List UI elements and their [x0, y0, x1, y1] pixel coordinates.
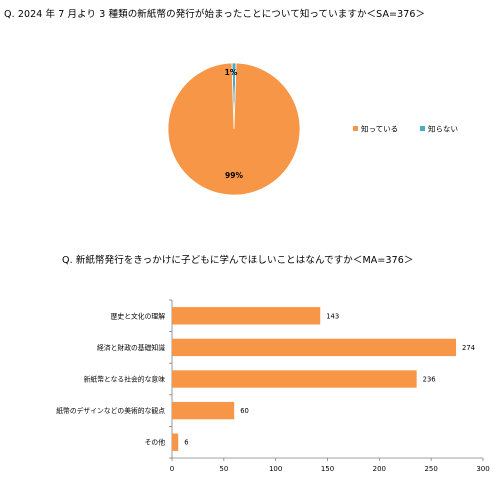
bar [172, 338, 457, 357]
legend-know-swatch [353, 126, 358, 131]
bar [172, 433, 179, 451]
value-label: 236 [423, 376, 436, 384]
x-tick-label: 150 [321, 465, 334, 473]
x-tick-label: 250 [424, 465, 437, 473]
value-label: 274 [462, 344, 475, 352]
pie-slice-know [167, 62, 301, 196]
category-label: 歴史と文化の理解 [111, 311, 166, 320]
legend-dont-know-label: 知らない [428, 124, 458, 134]
bar [172, 307, 321, 325]
x-tick-label: 200 [373, 465, 386, 473]
value-label: 6 [184, 439, 188, 447]
pie-label-know: 99% [225, 171, 243, 180]
category-label: 経済と財政の基礎知識 [97, 343, 165, 352]
x-tick-label: 0 [170, 465, 174, 473]
x-tick-label: 100 [269, 465, 282, 473]
bar-chart-title: Q. 新紙幣発行をきっかけに子どもに学んでほしいことはなんですか＜MA=376＞ [62, 255, 414, 266]
pie-label-dont-know: 1% [225, 68, 238, 77]
legend-dont-know-swatch [420, 126, 425, 131]
value-label: 143 [326, 312, 339, 320]
bar [172, 401, 235, 420]
x-tick-label: 300 [476, 465, 489, 473]
x-tick-label: 50 [219, 465, 228, 473]
category-label: その他 [145, 438, 166, 447]
category-label: 紙幣のデザインなどの美術的な観点 [56, 406, 165, 415]
bar [172, 370, 417, 388]
value-label: 60 [240, 407, 249, 415]
legend-know-label: 知っている [361, 124, 398, 134]
category-label: 新紙幣となる社会的な意味 [84, 375, 166, 384]
pie-chart-title: Q. 2024 年 7 月より 3 種類の新紙幣の発行が始まったことについて知っ… [4, 9, 426, 20]
